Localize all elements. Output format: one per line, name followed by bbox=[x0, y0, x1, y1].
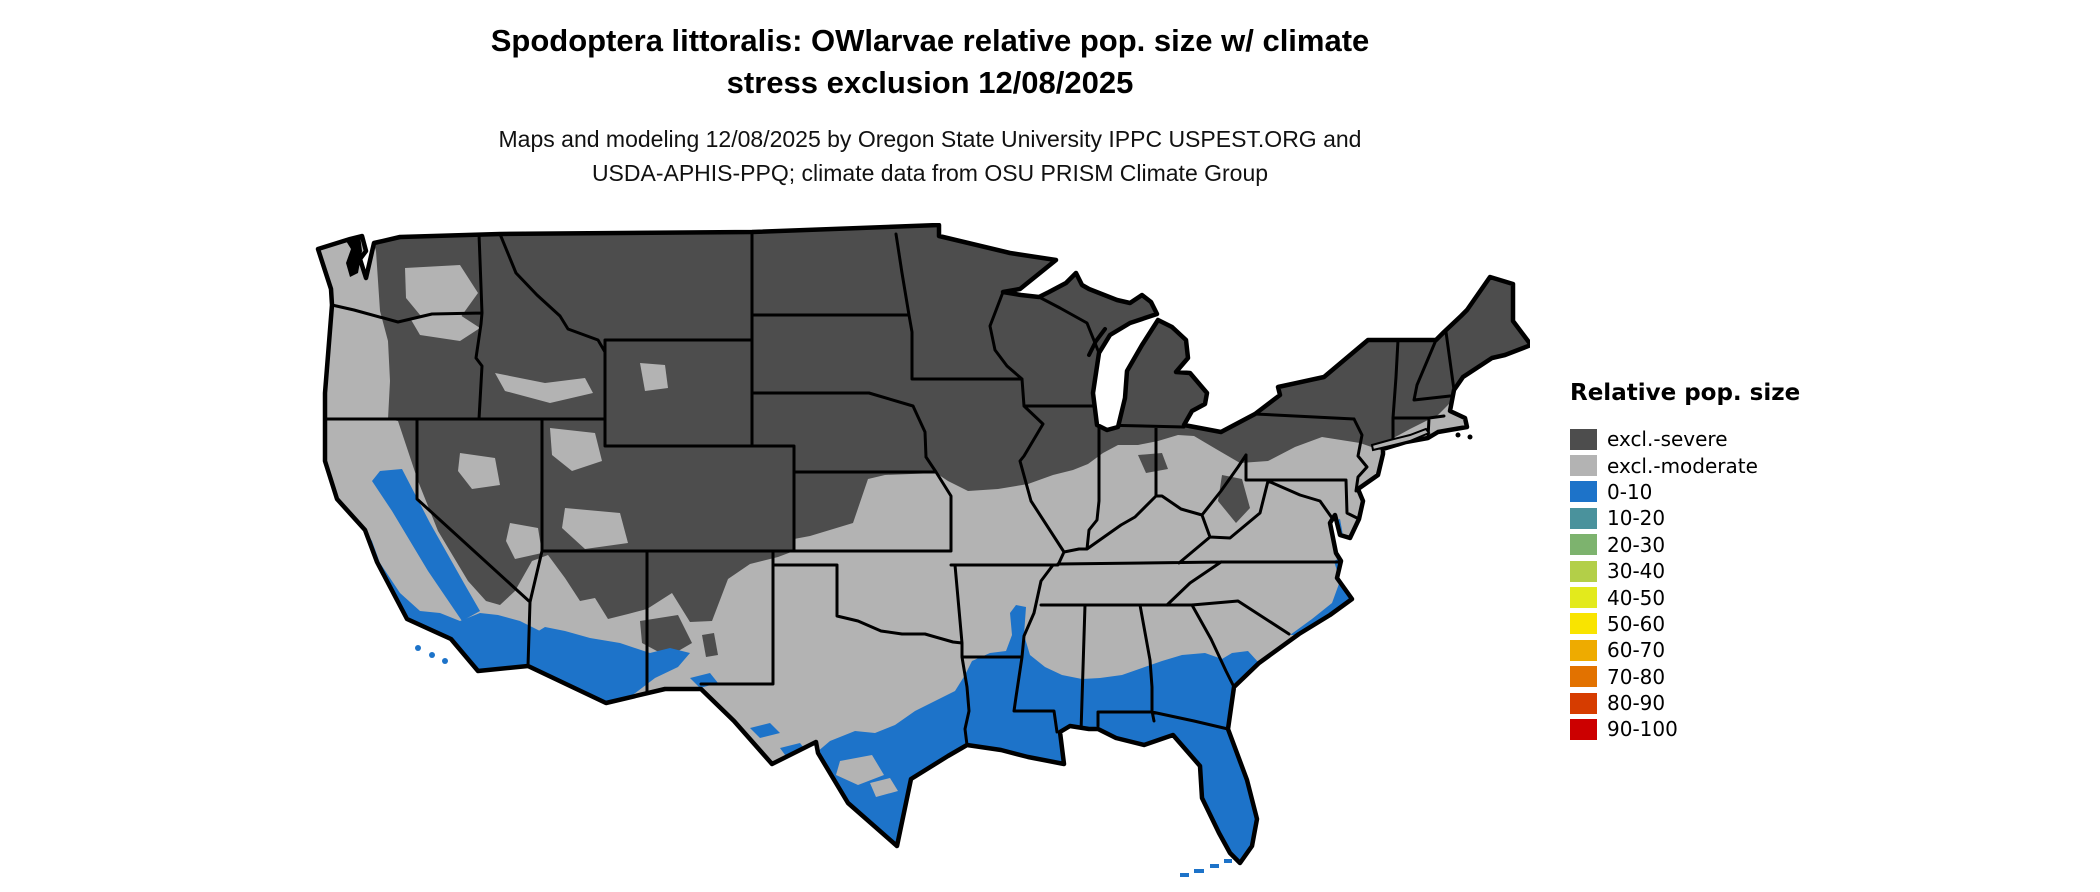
legend-label: excl.-moderate bbox=[1607, 453, 1758, 478]
legend-swatch bbox=[1570, 666, 1597, 688]
legend-label: 70-80 bbox=[1607, 664, 1666, 689]
channel-island-2 bbox=[429, 652, 435, 658]
legend-item: 60-70 bbox=[1570, 637, 1810, 663]
pop-region-gulf-southeast bbox=[810, 605, 1259, 863]
channel-island-3 bbox=[442, 658, 448, 664]
us-map-svg bbox=[315, 222, 1534, 877]
subtitle-line-2: USDA-APHIS-PPQ; climate data from OSU PR… bbox=[591, 160, 1269, 186]
legend-item: 30-40 bbox=[1570, 558, 1810, 584]
moderate-patch-columbia-basin bbox=[405, 265, 478, 321]
legend-label: 50-60 bbox=[1607, 611, 1666, 636]
legend-item: 70-80 bbox=[1570, 664, 1810, 690]
moderate-patch-utah-2 bbox=[562, 508, 628, 549]
nantucket bbox=[1467, 434, 1473, 440]
severe-patch-gila bbox=[640, 615, 692, 657]
severe-patch-west-virginia bbox=[1218, 475, 1250, 523]
legend-rows: excl.-severe excl.-moderate 0-10 10-20 20-30… bbox=[1570, 426, 1810, 743]
figure-subtitle: Maps and modeling 12/08/2025 by Oregon S… bbox=[230, 122, 1630, 190]
subtitle-line-1: Maps and modeling 12/08/2025 by Oregon S… bbox=[498, 126, 1362, 152]
legend-item: 0-10 bbox=[1570, 479, 1810, 505]
legend-label: 90-100 bbox=[1607, 717, 1678, 742]
moderate-enclave-hill-country bbox=[836, 755, 884, 785]
legend-label: 60-70 bbox=[1607, 638, 1666, 663]
legend-label: 20-30 bbox=[1607, 532, 1666, 557]
legend-swatch bbox=[1570, 481, 1597, 503]
legend-item: 90-100 bbox=[1570, 716, 1810, 742]
pop-region-southern-california bbox=[365, 530, 550, 671]
legend-swatch bbox=[1570, 534, 1597, 556]
moderate-patch-nevada-2 bbox=[506, 523, 542, 559]
legend-swatch bbox=[1570, 718, 1597, 740]
severe-patch-new-mexico bbox=[702, 633, 718, 657]
moderate-patch-bighorn bbox=[640, 363, 668, 391]
legend-item: 50-60 bbox=[1570, 611, 1810, 637]
legend-item: excl.-moderate bbox=[1570, 452, 1810, 478]
legend-label: 80-90 bbox=[1607, 691, 1666, 716]
moderate-patch-snake-plain bbox=[495, 373, 593, 403]
legend-swatch bbox=[1570, 455, 1597, 477]
legend-item: 80-90 bbox=[1570, 690, 1810, 716]
legend-label: excl.-severe bbox=[1607, 427, 1728, 452]
marthas-vineyard bbox=[1455, 432, 1461, 438]
legend: Relative pop. size excl.-severe excl.-mod… bbox=[1570, 380, 1810, 743]
us-map bbox=[310, 222, 1534, 883]
legend-swatch bbox=[1570, 560, 1597, 582]
legend-swatch bbox=[1570, 613, 1597, 635]
moderate-patch-ne-oregon bbox=[410, 315, 480, 341]
legend-swatch bbox=[1570, 639, 1597, 661]
channel-island-1 bbox=[415, 645, 421, 651]
title-line-2: stress exclusion 12/08/2025 bbox=[726, 65, 1134, 100]
title-line-1: Spodoptera littoralis: OWlarvae relative… bbox=[490, 23, 1370, 58]
legend-swatch bbox=[1570, 692, 1597, 714]
pop-region-central-valley bbox=[372, 469, 480, 621]
legend-item: 20-30 bbox=[1570, 532, 1810, 558]
legend-swatch bbox=[1570, 428, 1597, 450]
legend-item: excl.-severe bbox=[1570, 426, 1810, 452]
map-raster bbox=[318, 225, 1531, 863]
moderate-enclave-south-texas bbox=[870, 778, 898, 797]
puget-sound bbox=[343, 231, 362, 277]
severe-patch-ohio bbox=[1138, 453, 1168, 473]
legend-label: 30-40 bbox=[1607, 559, 1666, 584]
legend-label: 0-10 bbox=[1607, 479, 1653, 504]
legend-label: 10-20 bbox=[1607, 506, 1666, 531]
legend-swatch bbox=[1570, 507, 1597, 529]
conus-outline bbox=[315, 222, 1534, 866]
florida-keys bbox=[1180, 859, 1232, 877]
pop-speck-west-texas-1 bbox=[750, 723, 780, 738]
legend-item: 10-20 bbox=[1570, 505, 1810, 531]
legend-title: Relative pop. size bbox=[1570, 380, 1801, 406]
green-bay bbox=[1087, 327, 1107, 357]
legend-item: 40-50 bbox=[1570, 584, 1810, 610]
legend-label: 40-50 bbox=[1607, 585, 1666, 610]
state-borders bbox=[323, 230, 1456, 747]
moderate-patch-utah-1 bbox=[550, 428, 602, 471]
moderate-patch-nevada-1 bbox=[458, 453, 500, 489]
legend-swatch bbox=[1570, 587, 1597, 609]
figure-title: Spodoptera littoralis: OWlarvae relative… bbox=[230, 20, 1630, 104]
long-island bbox=[1370, 427, 1431, 452]
